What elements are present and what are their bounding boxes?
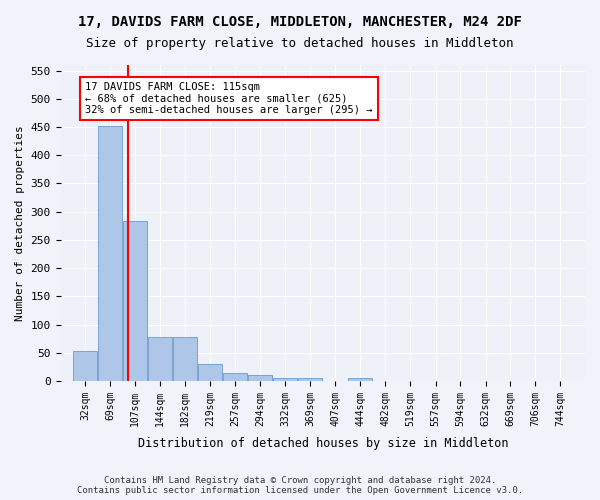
Bar	[348, 378, 372, 381]
Bar	[223, 373, 247, 381]
Bar	[73, 351, 97, 381]
Text: Contains HM Land Registry data © Crown copyright and database right 2024.
Contai: Contains HM Land Registry data © Crown c…	[77, 476, 523, 495]
Bar	[198, 364, 222, 381]
Text: 17 DAVIDS FARM CLOSE: 115sqm
← 68% of detached houses are smaller (625)
32% of s: 17 DAVIDS FARM CLOSE: 115sqm ← 68% of de…	[85, 82, 373, 115]
Bar	[274, 378, 298, 381]
Bar	[148, 337, 172, 381]
Bar	[98, 126, 122, 381]
Text: 17, DAVIDS FARM CLOSE, MIDDLETON, MANCHESTER, M24 2DF: 17, DAVIDS FARM CLOSE, MIDDLETON, MANCHE…	[78, 15, 522, 29]
Text: Size of property relative to detached houses in Middleton: Size of property relative to detached ho…	[86, 38, 514, 51]
Bar	[298, 378, 322, 381]
Y-axis label: Number of detached properties: Number of detached properties	[15, 125, 25, 321]
X-axis label: Distribution of detached houses by size in Middleton: Distribution of detached houses by size …	[137, 437, 508, 450]
Bar	[248, 376, 272, 381]
Bar	[123, 222, 147, 381]
Bar	[173, 337, 197, 381]
